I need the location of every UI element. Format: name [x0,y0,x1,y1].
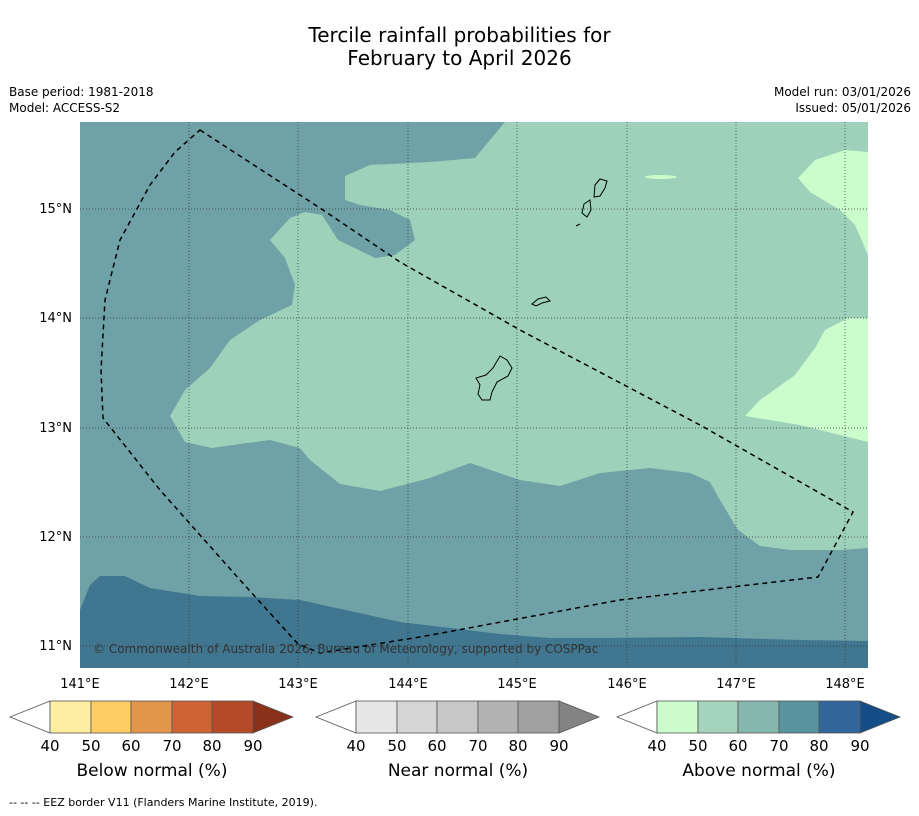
cb-below-seg-4 [171,700,213,734]
cb-above-tick: 80 [809,737,828,755]
grid-lines [80,122,868,668]
colorbar-above-label: Above normal (%) [682,761,836,781]
cb-above-seg-6 [859,700,902,734]
island-tinian [581,199,592,218]
island-saipan [593,178,608,198]
cb-near-tick: 50 [387,737,406,755]
model-run-label: Model run: 03/01/2026 [773,85,911,99]
lon-tick: 145°E [497,677,537,692]
island-guam [475,355,513,401]
cb-near-seg-3 [436,700,479,734]
cb-above-seg-3 [737,700,780,734]
cb-below-tick: 60 [121,737,140,755]
cb-below-seg-3 [130,700,173,734]
lat-tick-labels: 15°N 14°N 13°N 12°N 11°N [39,202,72,654]
island-outlines [475,178,608,401]
cb-near-seg-0 [314,700,357,734]
cb-above-seg-4 [778,700,820,734]
cb-above-tick: 60 [728,737,747,755]
issued-label: Issued: 05/01/2026 [795,101,911,115]
cb-below-seg-5 [211,700,254,734]
cb-near-seg-2 [396,700,438,734]
cb-near-seg-5 [517,700,560,734]
region-70-80-south [80,576,868,668]
colorbar-above [615,700,902,734]
lon-tick: 143°E [278,677,318,692]
cb-below-seg-2 [90,700,132,734]
cb-above-seg-2 [697,700,739,734]
chart-title-line2: February to April 2026 [347,46,572,70]
cb-near-tick: 80 [508,737,527,755]
cb-above-tick: 90 [850,737,869,755]
copyright-text: © Commonwealth of Australia 2026, Bureau… [93,642,598,656]
lat-tick: 15°N [39,202,72,217]
cb-above-seg-0 [615,700,658,734]
eez-footnote: -- -- -- EEZ border V11 (Flanders Marine… [9,796,318,809]
cb-above-seg-5 [818,700,861,734]
lon-tick: 148°E [825,677,865,692]
eez-border [100,129,855,654]
lon-tick: 147°E [716,677,756,692]
island-aguijan [575,223,581,227]
region-40-50-east [745,318,868,442]
cb-near-tick: 40 [346,737,365,755]
region-50-60-main [170,122,868,550]
cb-near-tick: 60 [427,737,446,755]
cb-above-tick: 40 [647,737,666,755]
lat-tick: 12°N [39,530,72,545]
region-40-50-northeast [798,150,868,255]
lon-tick: 146°E [607,677,647,692]
lon-tick: 141°E [60,677,100,692]
cb-below-seg-0 [8,700,51,734]
colorbar-near-label: Near normal (%) [387,761,529,781]
region-40-50-speck [645,175,677,179]
lon-tick: 144°E [388,677,428,692]
model-label: Model: ACCESS-S2 [9,101,121,115]
cb-below-tick: 80 [202,737,221,755]
lon-tick-labels: 141°E 142°E 143°E 144°E 145°E 146°E 147°… [60,677,865,692]
cb-above-tick: 70 [769,737,788,755]
tercile-map: © Commonwealth of Australia 2026, Bureau… [8,122,902,755]
base-period-label: Base period: 1981-2018 [9,85,154,99]
lon-tick: 142°E [169,677,209,692]
colorbar-below [8,700,295,734]
cb-below-seg-6 [252,700,295,734]
colorbar-ticks: 40 50 60 70 80 90 40 50 60 70 80 90 40 5… [40,737,869,755]
cb-below-seg-1 [49,700,92,734]
chart-title-line1: Tercile rainfall probabilities for [308,23,611,47]
colorbar-near [314,700,601,734]
cb-below-tick: 70 [162,737,181,755]
cb-near-tick: 90 [549,737,568,755]
island-rota [531,296,551,307]
cb-below-tick: 40 [40,737,59,755]
colorbar-below-label: Below normal (%) [76,761,228,781]
cb-below-tick: 90 [243,737,262,755]
cb-above-tick: 50 [688,737,707,755]
cb-near-seg-6 [558,700,601,734]
lat-tick: 14°N [39,311,72,326]
lat-tick: 13°N [39,421,72,436]
cb-above-seg-1 [656,700,699,734]
cb-near-seg-4 [477,700,519,734]
lat-tick: 11°N [39,639,72,654]
cb-below-tick: 50 [81,737,100,755]
cb-near-tick: 70 [468,737,487,755]
cb-near-seg-1 [355,700,398,734]
